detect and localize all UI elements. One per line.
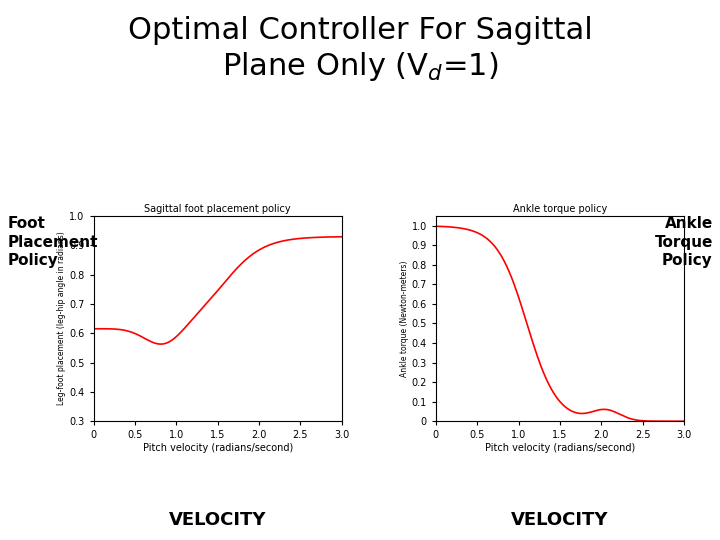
Text: Optimal Controller For Sagittal
Plane Only (V$_d$=1): Optimal Controller For Sagittal Plane On… (127, 16, 593, 83)
Text: VELOCITY: VELOCITY (169, 511, 266, 529)
Text: VELOCITY: VELOCITY (511, 511, 608, 529)
X-axis label: Pitch velocity (radians/second): Pitch velocity (radians/second) (143, 443, 293, 453)
Title: Sagittal foot placement policy: Sagittal foot placement policy (144, 204, 291, 214)
Title: Ankle torque policy: Ankle torque policy (513, 204, 607, 214)
Text: Foot
Placement
Policy: Foot Placement Policy (7, 216, 98, 268)
X-axis label: Pitch velocity (radians/second): Pitch velocity (radians/second) (485, 443, 635, 453)
Text: Ankle
Torque
Policy: Ankle Torque Policy (654, 216, 713, 268)
Y-axis label: Leg-foot placement (leg-hip angle in radians): Leg-foot placement (leg-hip angle in rad… (58, 232, 66, 406)
Y-axis label: Ankle torque (Newton-meters): Ankle torque (Newton-meters) (400, 260, 409, 377)
